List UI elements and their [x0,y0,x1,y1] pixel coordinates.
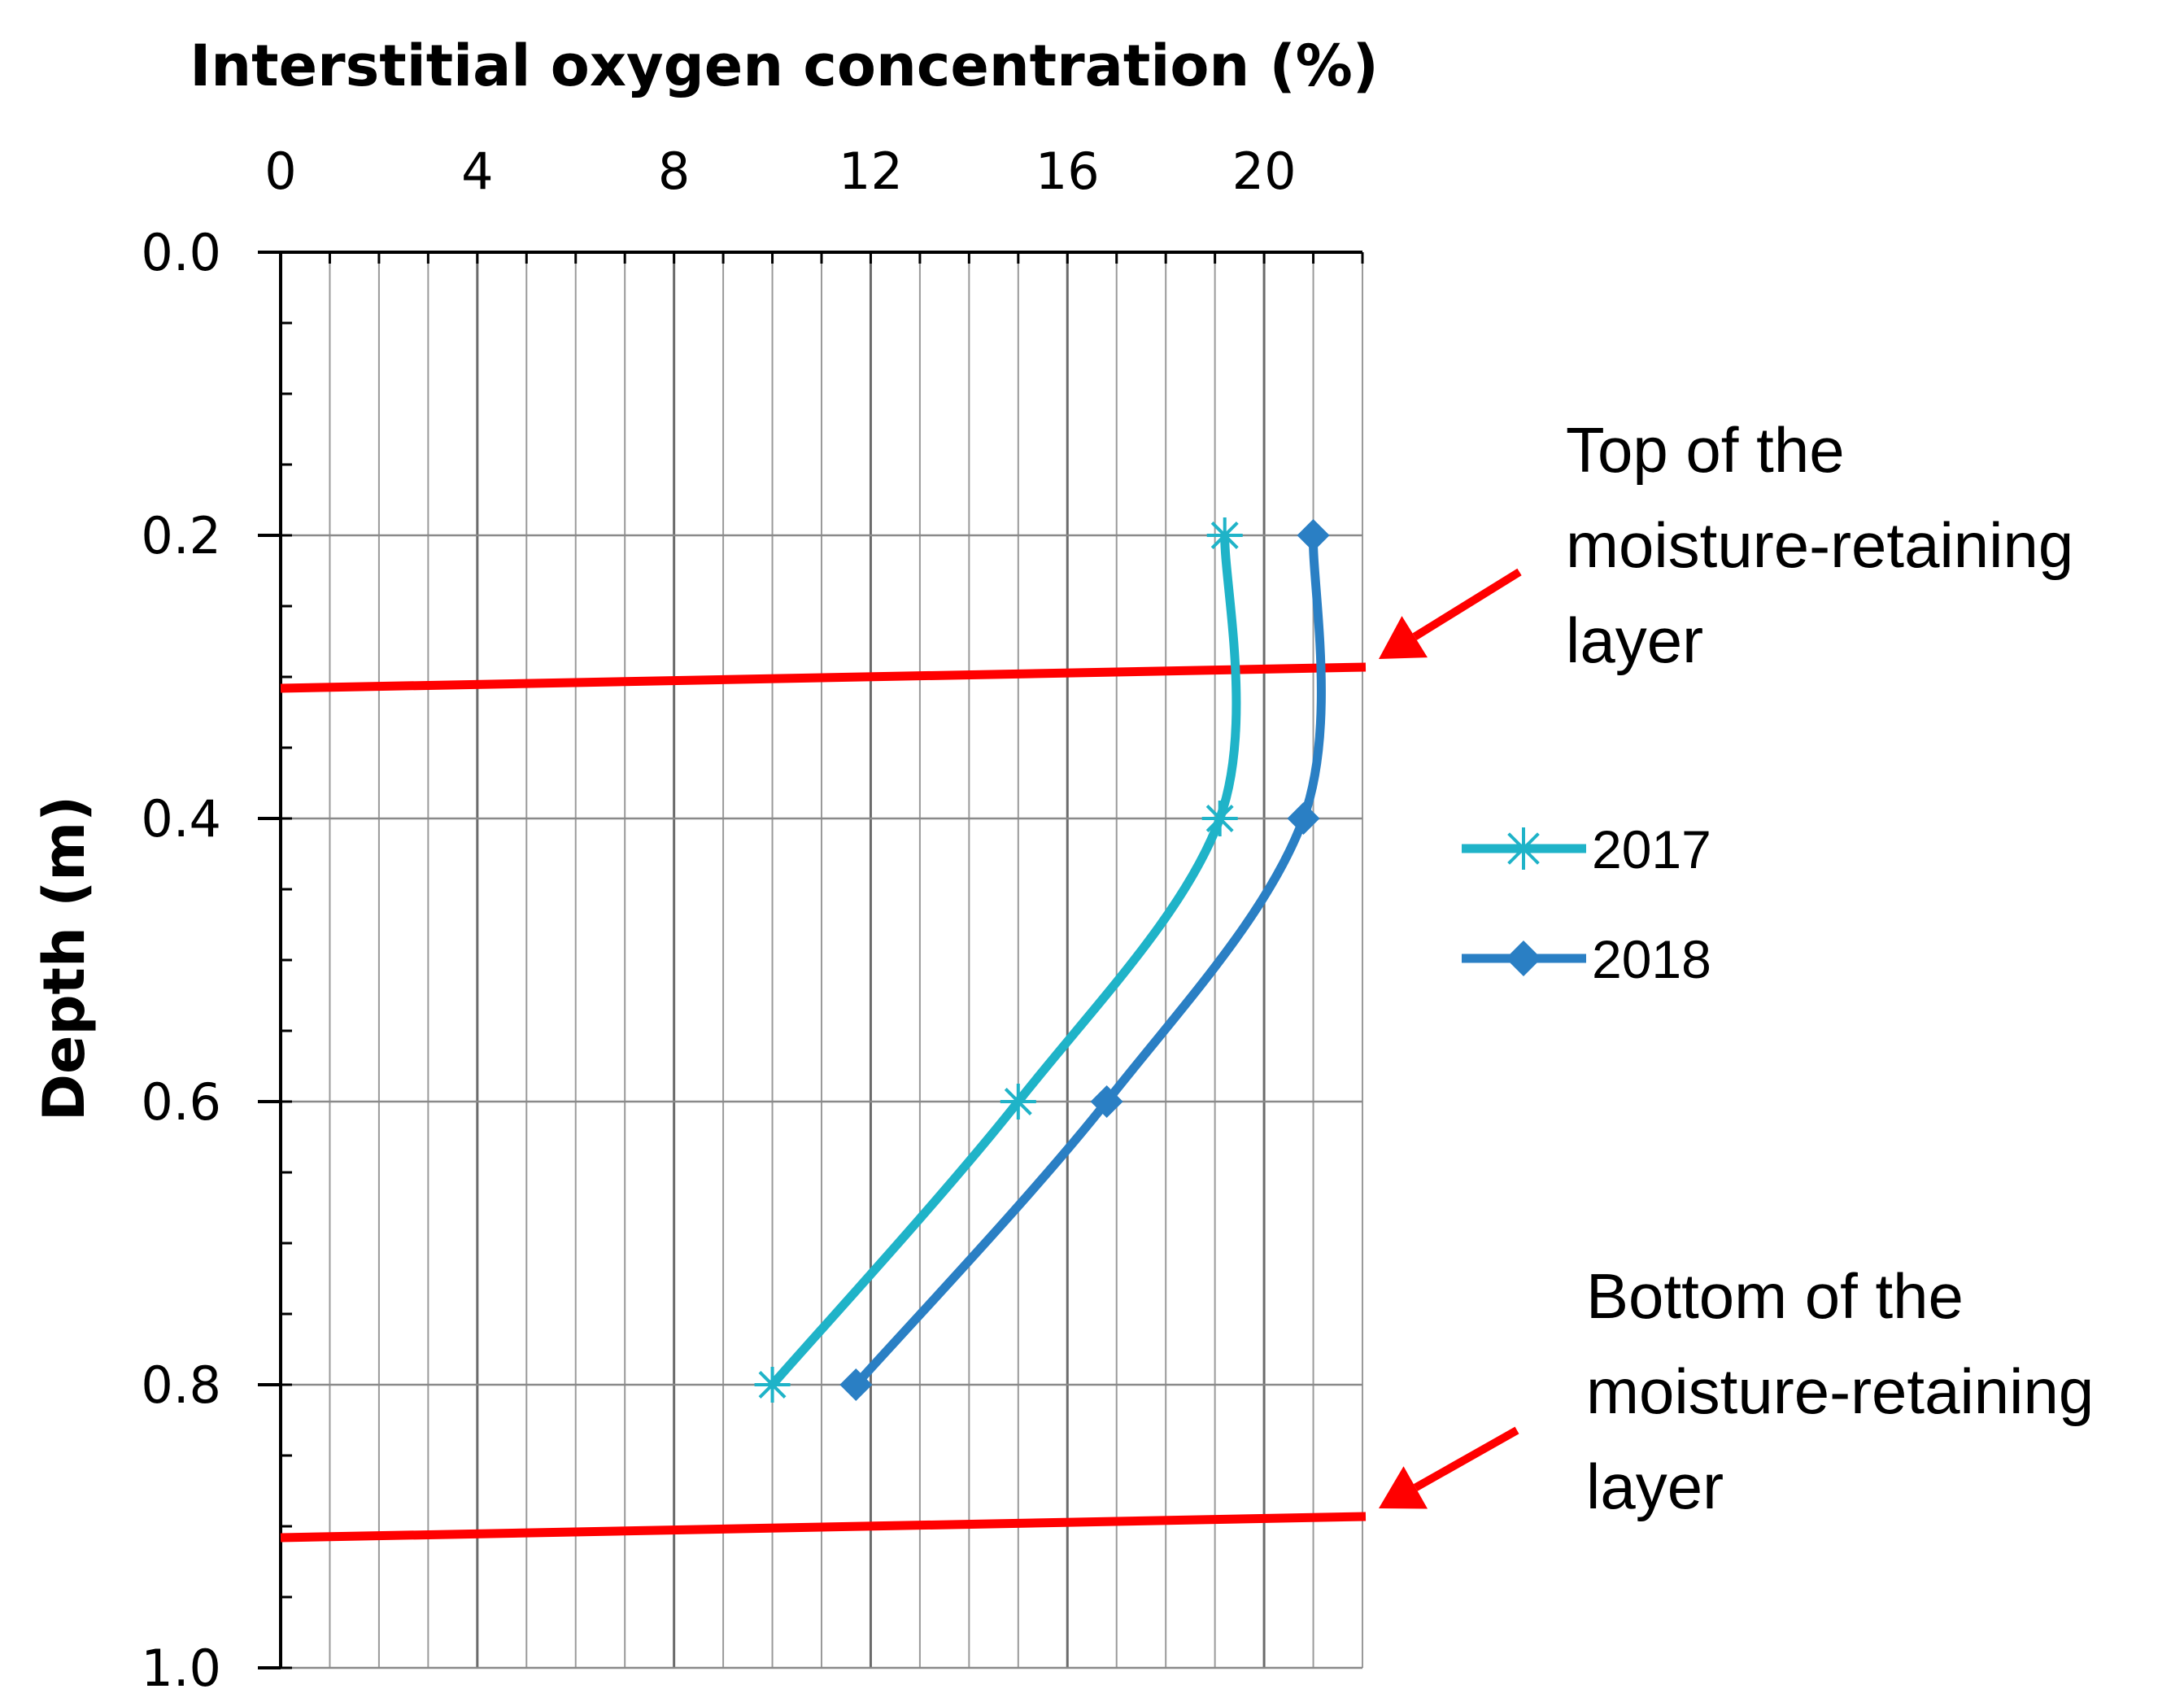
data-point-2017 [1201,801,1238,836]
x-tick-label: 8 [658,142,690,201]
reference-lines [280,662,1367,1543]
annotation-arrow-head [1379,616,1428,659]
x-tick-label: 16 [1035,142,1100,201]
x-axis-title: Interstitial oxygen concentration (%) [190,33,1379,99]
series-line-2017 [768,530,1241,1390]
annotation-arrow-shaft [1413,1426,1519,1491]
y-tick-label: 0.4 [141,789,221,849]
markers [754,517,1330,1403]
data-point-2017 [1000,1084,1036,1119]
annotation-arrow-head [1379,1466,1428,1509]
data-point-2018 [839,1368,873,1401]
legend-marker-2018 [1506,941,1541,976]
data-point-2018 [1287,802,1320,835]
data-point-2017 [754,1367,791,1403]
annotations: Top of the moisture-retaining layer Bottom … [1379,414,2094,1522]
annotation-text: Top of the [1566,414,1845,486]
axes: 0 4 8 12 16 20 0.0 0.2 0.4 0.6 0.8 1.0 [141,142,1364,1689]
asterisk-stroke [758,1371,787,1399]
annotation-text: layer [1566,604,1703,676]
asterisk-stroke [1004,1088,1032,1115]
x-tick-label: 12 [839,142,903,201]
legend-label-2017: 2017 [1592,819,1711,879]
y-tick-label: 0.2 [141,506,221,565]
top-layer-line [280,662,1367,693]
y-tick-label: 0.8 [141,1355,221,1415]
asterisk-stroke [1507,832,1540,865]
y-tick-label: 0.0 [141,223,221,282]
annotation-text: moisture-retaining [1566,509,2073,581]
annotation-text: moisture-retaining [1586,1355,2094,1427]
x-tick-label: 4 [461,142,493,201]
asterisk-stroke [1205,805,1234,832]
legend-marker-2017 [1502,827,1545,870]
annotation-arrow-shaft [1412,568,1522,640]
data-point-2018 [1297,519,1330,552]
legend: 2017 2018 [1462,819,1711,989]
x-tick-label: 0 [264,142,296,201]
bottom-layer-line [280,1512,1367,1543]
annotation-text: Bottom of the [1586,1260,1964,1332]
grid [281,252,1363,1669]
series-line-2018 [851,530,1326,1390]
legend-label-2018: 2018 [1592,929,1711,989]
x-tick-label: 20 [1232,142,1297,201]
y-tick-label: 1.0 [141,1639,221,1689]
data-point-2018 [1090,1085,1123,1118]
asterisk-stroke [1210,522,1239,549]
annotation-text: layer [1586,1451,1724,1522]
series [768,530,1326,1390]
y-tick-label: 0.6 [141,1072,221,1132]
y-axis-title: Depth (m) [31,796,98,1121]
data-point-2017 [1206,517,1243,553]
